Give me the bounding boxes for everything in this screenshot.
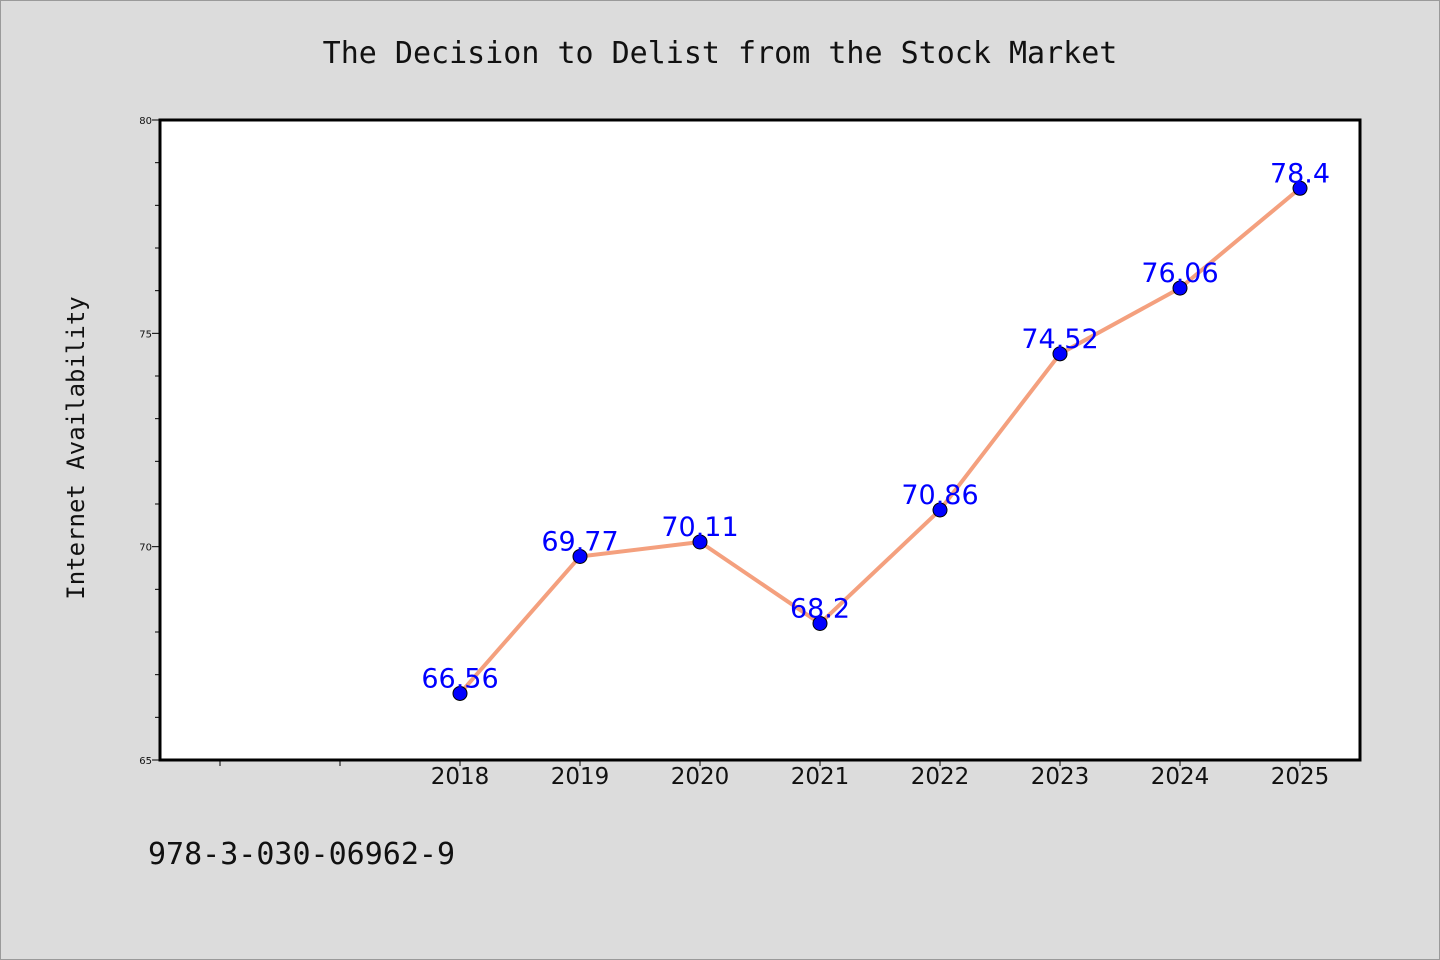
data-point (692, 534, 708, 550)
data-label: 76.06 (1141, 258, 1218, 289)
x-tick-label: 2022 (911, 764, 970, 790)
x-tick-label: 2021 (791, 764, 850, 790)
x-tick-label: 2020 (671, 764, 730, 790)
axis-ticks: 65 70 75 80 2018 2019 2020 2021 2022 2023 2024 2025 (139, 116, 1329, 790)
data-point (452, 685, 468, 701)
footnote-isbn: 978-3-030-06962-9 (148, 837, 455, 872)
y-tick-label: 75 (139, 329, 152, 340)
x-tick-label: 2018 (431, 764, 490, 790)
data-point (932, 502, 948, 518)
data-label: 70.11 (661, 512, 738, 543)
series-line-group (458, 186, 1302, 695)
data-point (1292, 180, 1308, 196)
x-tick-label: 2025 (1271, 764, 1330, 790)
plot-area (158, 118, 1362, 762)
data-point (1172, 280, 1188, 296)
data-label-group: 66.56 69.77 70.11 68.2 70.86 74.52 76.06 78.4 (421, 158, 1330, 694)
y-tick-label: 80 (139, 116, 152, 127)
y-tick-label: 70 (139, 543, 152, 554)
data-label: 66.56 (421, 663, 498, 694)
data-point (1052, 346, 1068, 362)
y-axis-label: Internet Availability (62, 296, 90, 599)
data-point (812, 615, 828, 631)
data-label: 69.77 (541, 526, 618, 557)
marker-group (452, 180, 1308, 701)
series-line (458, 186, 1302, 695)
chart-title: The Decision to Delist from the Stock Ma… (323, 36, 1118, 71)
x-tick-label: 2024 (1151, 764, 1210, 790)
x-tick-label: 2023 (1031, 764, 1090, 790)
data-label: 70.86 (901, 480, 978, 511)
data-point (572, 548, 588, 564)
data-label: 68.2 (790, 593, 850, 624)
x-tick-label: 2019 (551, 764, 610, 790)
y-tick-label: 65 (139, 756, 152, 767)
data-label: 74.52 (1021, 324, 1098, 355)
data-label: 78.4 (1270, 158, 1330, 189)
